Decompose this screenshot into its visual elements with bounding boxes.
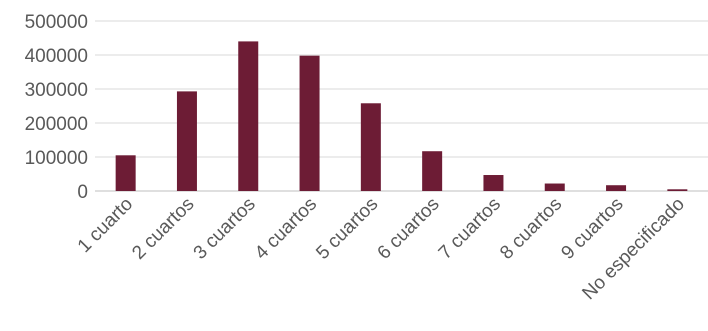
bar (176, 91, 197, 191)
y-tick-label: 100000 (25, 148, 88, 169)
bar (483, 175, 504, 191)
x-category-label: 7 cuartos (435, 194, 505, 264)
bar (238, 41, 259, 192)
bar (606, 185, 627, 191)
y-tick-label: 0 (77, 182, 88, 203)
bar (667, 189, 688, 191)
x-category-label: 4 cuartos (251, 194, 321, 264)
y-tick-label: 500000 (25, 12, 88, 33)
x-category-label: 3 cuartos (190, 194, 260, 264)
y-tick-label: 200000 (25, 114, 88, 135)
bar (299, 55, 320, 192)
y-tick-label: 300000 (25, 80, 88, 101)
gridlines (95, 20, 708, 192)
bar (360, 103, 381, 191)
y-axis-tick-labels: 0 100000 200000 300000 400000 500000 (25, 12, 88, 203)
bar (115, 155, 136, 191)
x-category-label: 6 cuartos (374, 194, 444, 264)
bar (544, 183, 565, 191)
x-category-label: 5 cuartos (312, 194, 382, 264)
bar (422, 151, 443, 191)
x-category-label: 8 cuartos (496, 194, 566, 264)
bars (115, 41, 688, 192)
y-tick-label: 400000 (25, 46, 88, 67)
x-category-label: 2 cuartos (128, 194, 198, 264)
x-category-label: 1 cuarto (74, 194, 137, 257)
